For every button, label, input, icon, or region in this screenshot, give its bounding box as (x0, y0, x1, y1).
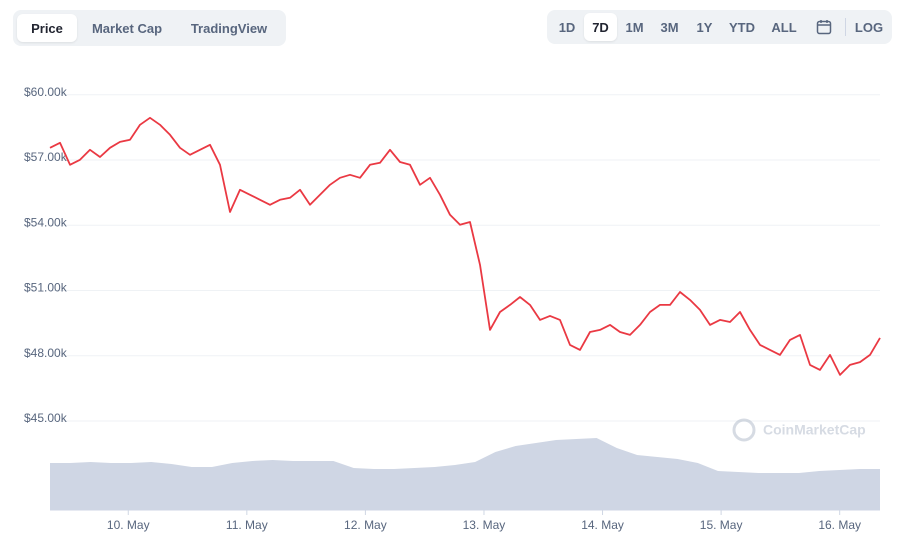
calendar-button[interactable] (806, 13, 842, 41)
range-button[interactable]: 1M (625, 19, 644, 35)
tab[interactable]: Market Cap (91, 20, 163, 36)
watermark-logo (732, 418, 756, 442)
y-tick-label: $57.00k (24, 150, 68, 164)
watermark-text: CoinMarketCap (763, 422, 866, 438)
x-tick-label: 13. May (463, 518, 506, 532)
volume-area (50, 438, 880, 510)
x-tick-label: 15. May (700, 518, 743, 532)
watermark: CoinMarketCap (732, 418, 866, 442)
price-line (49, 116, 881, 376)
y-tick-label: $48.00k (24, 346, 68, 360)
y-tick-label: $54.00k (24, 215, 68, 229)
range-button[interactable]: 1Y (696, 19, 713, 35)
calendar-icon (816, 20, 832, 35)
plot: $45.00k $48.00k $51.00k $54.00k $57.00k $60.0… (24, 85, 881, 532)
range-button[interactable]: 7D (584, 13, 617, 41)
x-tick-label: 16. May (818, 518, 861, 532)
y-tick-label: $45.00k (24, 411, 68, 425)
range-button[interactable]: 3M (660, 19, 679, 35)
range-button[interactable]: ALL (771, 19, 797, 35)
x-tick-label: 14. May (581, 518, 624, 532)
log-button[interactable]: LOG (854, 19, 884, 35)
y-tick-label: $51.00k (24, 281, 68, 295)
x-tick-label: 11. May (226, 518, 268, 532)
range-button[interactable]: 1D (558, 19, 576, 35)
x-tick-label: 10. May (107, 518, 150, 532)
tab[interactable]: TradingView (190, 20, 268, 36)
range-selector: 1D 7D 1M 3M 1Y YTD ALL LOG (547, 10, 892, 44)
x-tick-label: 12. May (344, 518, 387, 532)
separator (845, 18, 846, 36)
tab[interactable]: Price (17, 14, 77, 42)
range-button[interactable]: YTD (729, 19, 755, 35)
y-tick-label: $60.00k (24, 85, 68, 99)
chart-tabs: Price Market Cap TradingView (13, 10, 286, 46)
